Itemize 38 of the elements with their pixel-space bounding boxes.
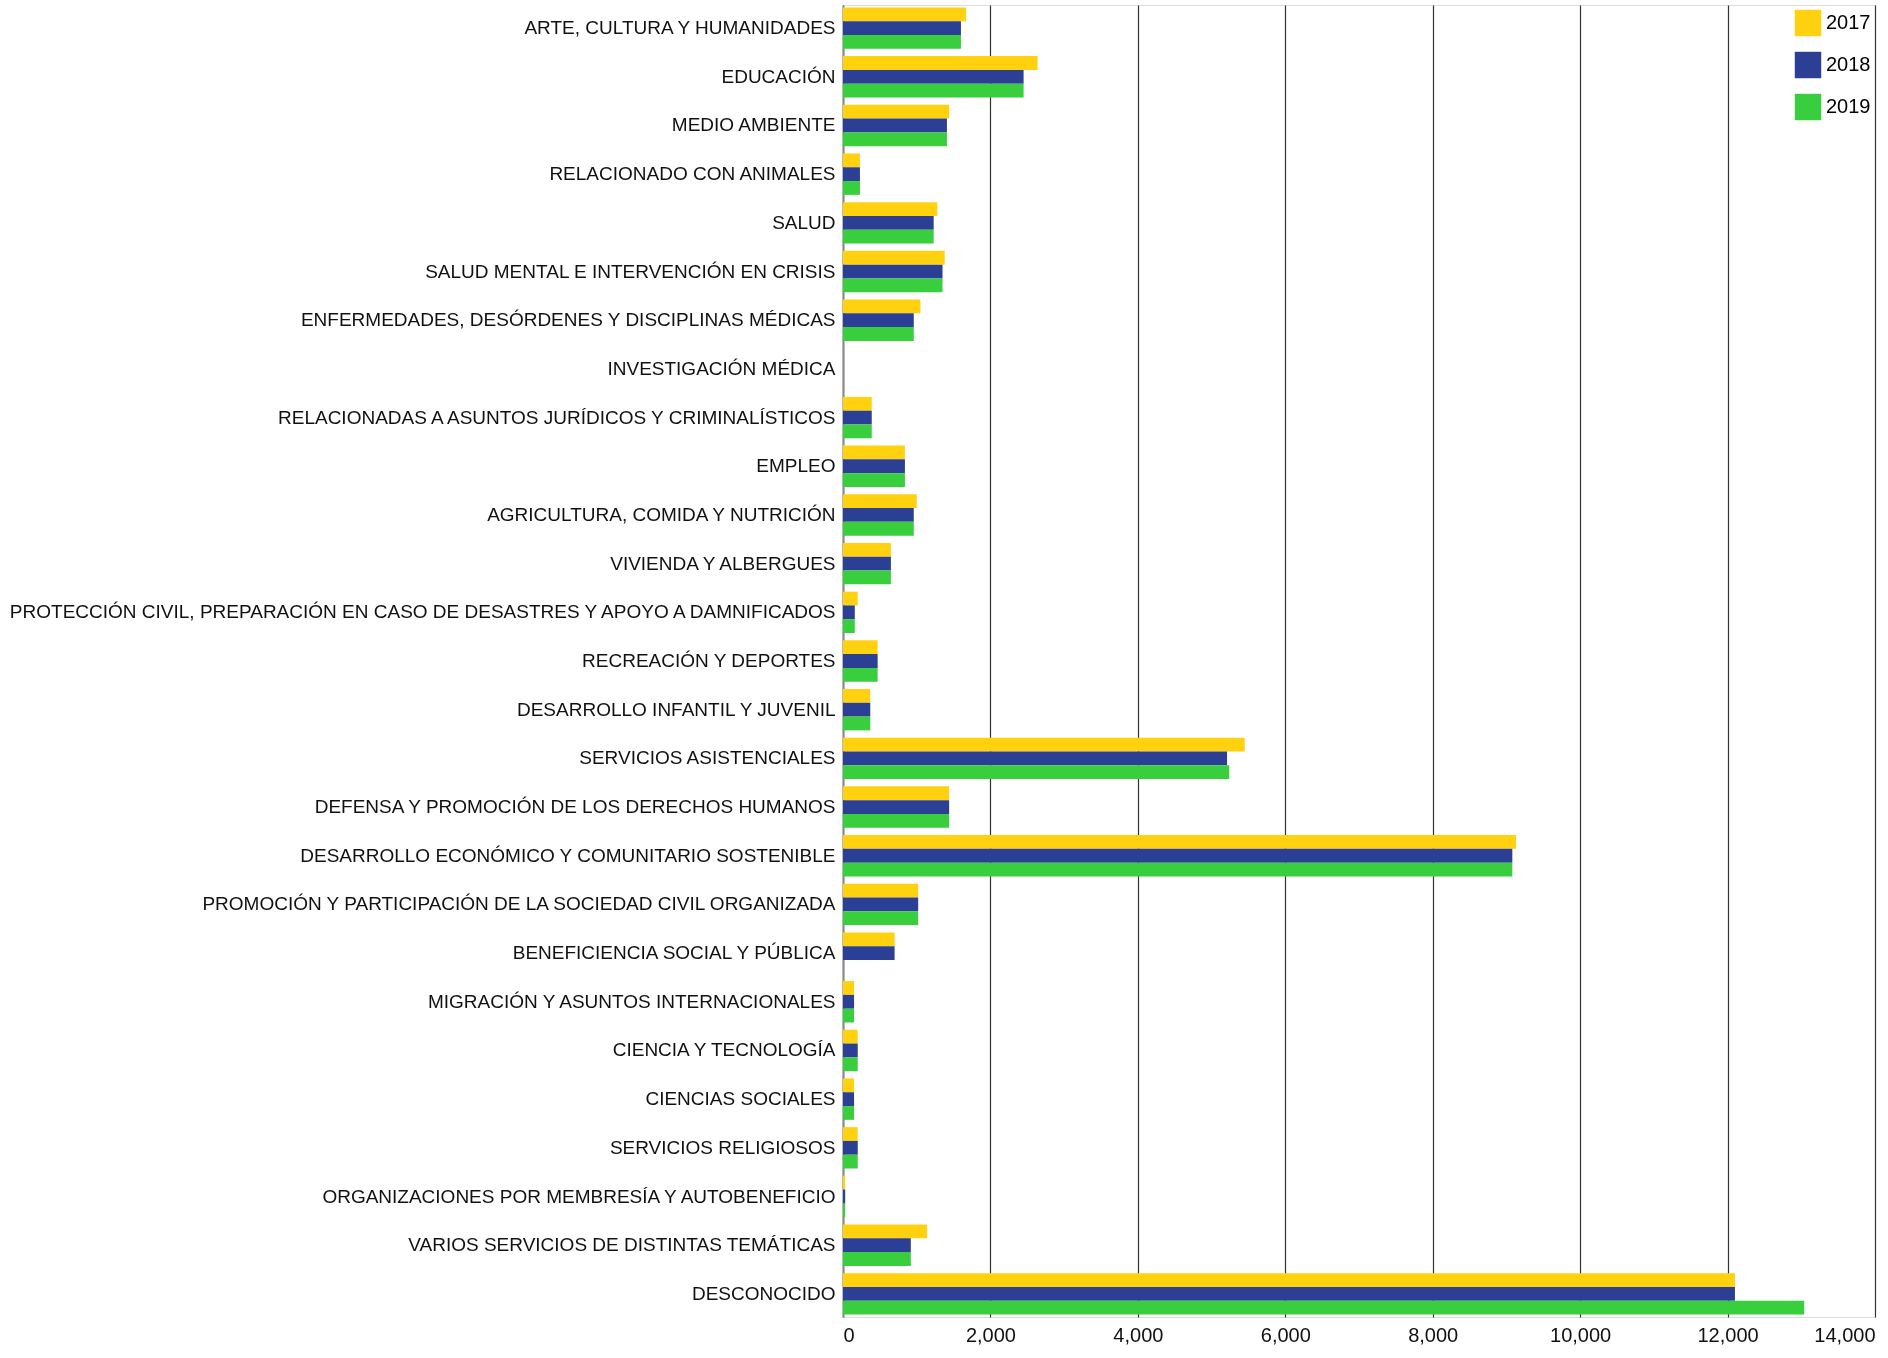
y-tick-label: AGRICULTURA, COMIDA Y NUTRICIÓN [487,503,836,525]
x-tick-label: 10,000 [1550,1323,1612,1346]
y-tick-label: ARTE, CULTURA Y HUMANIDADES [524,17,836,39]
y-tick-label: RECREACIÓN Y DEPORTES [582,650,836,671]
x-tick-label: 0 [843,1323,855,1346]
y-tick-label: SALUD MENTAL E INTERVENCIÓN EN CRISIS [425,260,836,282]
y-tick-label: EMPLEO [756,455,836,477]
y-tick-label: SALUD [772,211,836,233]
x-tick-label: 14,000 [1814,1323,1876,1346]
legend-label: 2017 [1826,11,1871,33]
x-tick-label: 2,000 [965,1323,1016,1346]
y-tick-label: ENFERMEDADES, DESÓRDENES Y DISCIPLINAS MÉDICAS [300,309,836,331]
y-tick-label: DEFENSA Y PROMOCIÓN DE LOS DERECHOS HUMANOS [314,796,836,818]
y-tick-label: DESARROLLO ECONÓMICO Y COMUNITARIO SOSTENIBLE [300,844,836,866]
y-tick-label: VARIOS SERVICIOS DE DISTINTAS TEMÁTICAS [408,1234,836,1256]
y-tick-label: DESCONOCIDO [691,1282,836,1304]
x-tick-label: 6,000 [1260,1323,1311,1346]
legend-label: 2019 [1826,95,1871,117]
y-tick-label: SERVICIOS ASISTENCIALES [579,747,836,769]
y-tick-label: PROMOCIÓN Y PARTICIPACIÓN DE LA SOCIEDAD CIVIL ORGANIZADA [202,893,836,915]
y-tick-label: ORGANIZACIONES POR MEMBRESÍA Y AUTOBENEFICIO [322,1185,836,1207]
y-tick-label: INVESTIGACIÓN MÉDICA [607,357,836,379]
y-tick-label: RELACIONADAS A ASUNTOS JURÍDICOS Y CRIMINALÍSTICOS [278,406,836,428]
y-tick-label: DESARROLLO INFANTIL Y JUVENIL [516,698,836,720]
y-tick-label: MEDIO AMBIENTE [671,114,836,136]
y-tick-label: VIVIENDA Y ALBERGUES [610,552,836,574]
y-tick-label: BENEFICIENCIA SOCIAL Y PÚBLICA [512,942,836,964]
y-tick-label: MIGRACIÓN Y ASUNTOS INTERNACIONALES [427,990,836,1012]
x-tick-label: 8,000 [1408,1323,1459,1346]
y-tick-label: CIENCIA Y TECNOLOGÍA [612,1039,836,1061]
y-tick-label: CIENCIAS SOCIALES [645,1088,836,1110]
x-tick-label: 4,000 [1113,1323,1164,1346]
legend-label: 2018 [1826,53,1871,75]
y-tick-label: SERVICIOS RELIGIOSOS [609,1136,836,1158]
y-tick-label: RELACIONADO CON ANIMALES [549,163,836,185]
y-tick-label: EDUCACIÓN [721,65,836,87]
x-tick-label: 12,000 [1697,1323,1759,1346]
y-tick-label: PROTECCIÓN CIVIL, PREPARACIÓN EN CASO DE DESASTRES Y APOYO A DAMNIFICADOS [9,601,836,623]
